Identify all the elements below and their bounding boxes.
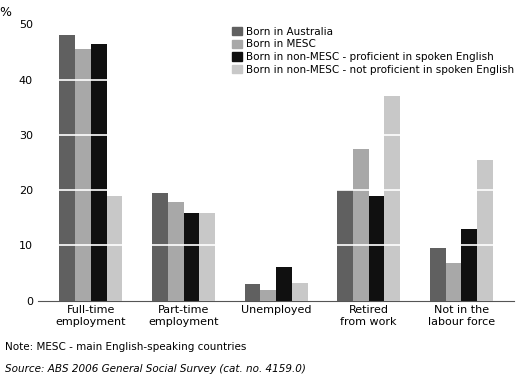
Bar — [261, 290, 276, 301]
Bar — [369, 196, 384, 301]
Bar — [75, 49, 91, 301]
Bar — [276, 268, 292, 301]
Bar — [353, 149, 369, 301]
Text: %: % — [0, 6, 11, 19]
Bar — [384, 96, 400, 301]
Bar — [461, 229, 477, 301]
Bar — [91, 44, 107, 301]
Text: Note: MESC - main English-speaking countries: Note: MESC - main English-speaking count… — [5, 342, 246, 352]
Bar — [184, 213, 199, 301]
Text: Source: ABS 2006 General Social Survey (cat. no. 4159.0): Source: ABS 2006 General Social Survey (… — [5, 364, 306, 374]
Bar — [446, 263, 461, 301]
Bar — [337, 190, 353, 301]
Bar — [244, 284, 261, 301]
Bar — [477, 160, 493, 301]
Bar — [292, 283, 308, 301]
Bar — [107, 196, 122, 301]
Bar — [168, 202, 184, 301]
Bar — [199, 213, 215, 301]
Bar — [152, 193, 168, 301]
Bar — [59, 36, 75, 301]
Bar — [430, 248, 446, 301]
Legend: Born in Australia, Born in MESC, Born in non-MESC - proficient in spoken English: Born in Australia, Born in MESC, Born in… — [232, 27, 514, 74]
